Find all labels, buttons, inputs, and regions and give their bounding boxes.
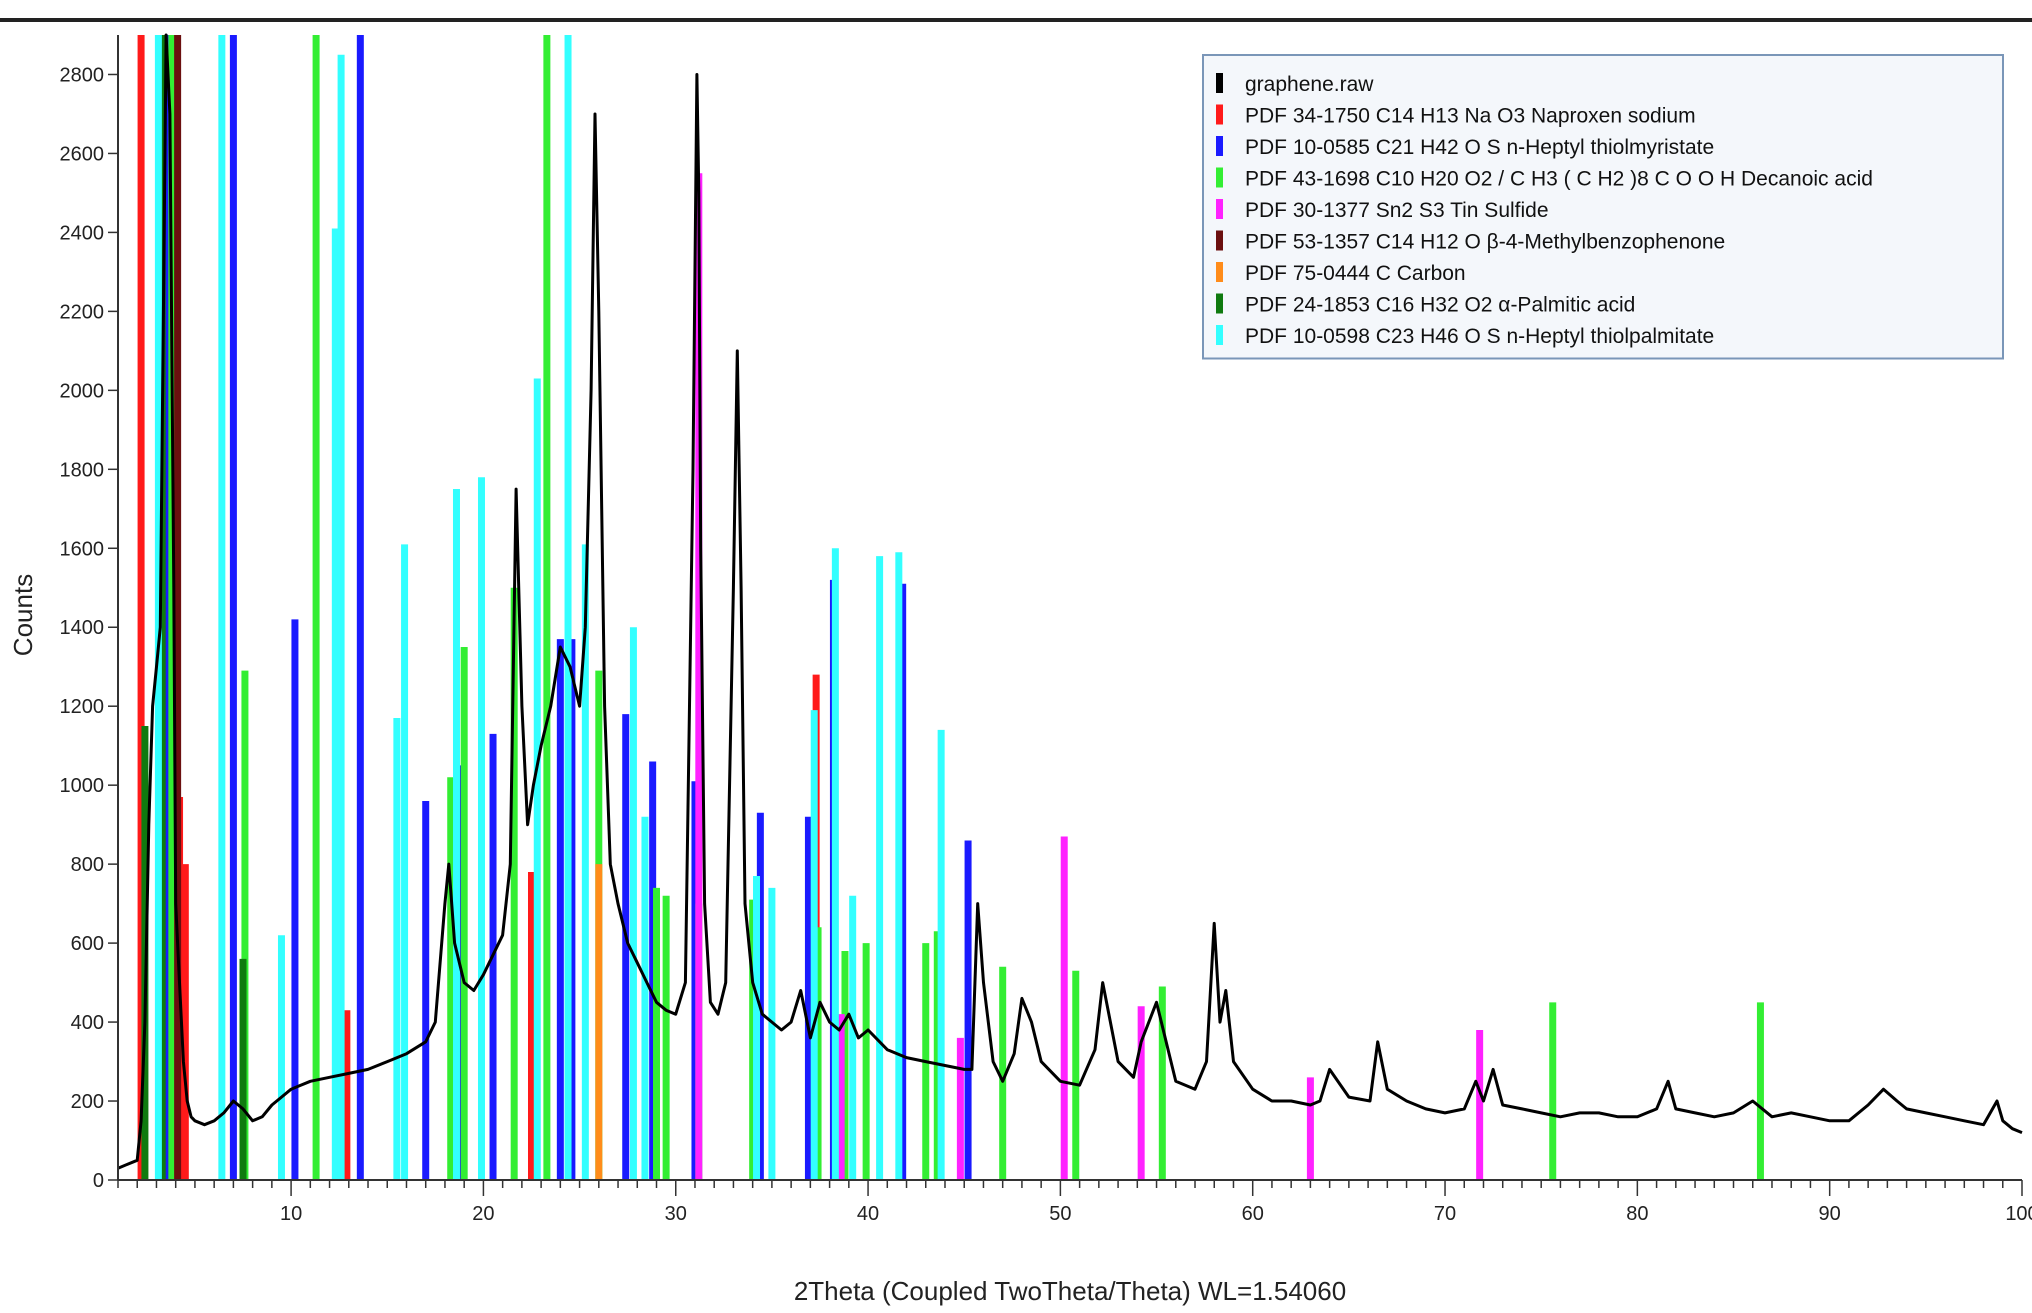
y-tick-label-600: 600 xyxy=(71,933,104,955)
y-tick-label-800: 800 xyxy=(71,854,104,876)
legend-label-0: graphene.raw xyxy=(1245,73,1374,96)
y-tick-label-1800: 1800 xyxy=(60,459,105,481)
legend-label-8: PDF 10-0598 C23 H46 O S n-Heptyl thiolpa… xyxy=(1245,325,1714,348)
x-tick-label-30: 30 xyxy=(665,1203,687,1225)
legend-swatch-2 xyxy=(1216,136,1223,156)
x-tick-label-50: 50 xyxy=(1049,1203,1071,1225)
y-tick-label-200: 200 xyxy=(71,1091,104,1113)
y-tick-label-2000: 2000 xyxy=(60,380,105,402)
y-tick-label-1000: 1000 xyxy=(60,775,105,797)
legend: graphene.raw PDF 34-1750 C14 H13 Na O3 Na… xyxy=(1202,54,2004,360)
legend-swatch-5 xyxy=(1216,230,1223,251)
legend-label-1: PDF 34-1750 C14 H13 Na O3 Naproxen sodiu… xyxy=(1245,105,1696,128)
legend-label-4: PDF 30-1377 Sn2 S3 Tin Sulfide xyxy=(1245,199,1549,222)
x-tick-label-10: 10 xyxy=(280,1203,302,1225)
x-tick-label-70: 70 xyxy=(1434,1203,1456,1225)
x-tick-label-60: 60 xyxy=(1242,1203,1264,1225)
legend-swatch-7 xyxy=(1216,293,1223,314)
y-tick-label-1600: 1600 xyxy=(60,538,105,560)
y-tick-label-2800: 2800 xyxy=(60,64,105,86)
legend-label-5: PDF 53-1357 C14 H12 O β-4-Methylbenzophe… xyxy=(1245,231,1725,254)
x-tick-label-100: 100 xyxy=(2005,1203,2032,1225)
legend-label-2: PDF 10-0585 C21 H42 O S n-Heptyl thiolmy… xyxy=(1245,136,1714,159)
x-axis-title: 2Theta (Coupled TwoTheta/Theta) WL=1.540… xyxy=(794,1276,1346,1306)
x-tick-label-90: 90 xyxy=(1819,1203,1841,1225)
legend-label-7: PDF 24-1853 C16 H32 O2 α-Palmitic acid xyxy=(1245,294,1635,317)
legend-swatch-4 xyxy=(1216,199,1223,219)
y-tick-label-2200: 2200 xyxy=(60,301,105,323)
y-tick-label-2600: 2600 xyxy=(60,143,105,165)
y-tick-label-1400: 1400 xyxy=(60,617,105,639)
legend-swatch-0 xyxy=(1216,73,1223,93)
y-axis-title: Counts xyxy=(8,574,38,656)
y-tick-label-2400: 2400 xyxy=(60,222,105,244)
y-tick-label-1200: 1200 xyxy=(60,696,105,718)
x-tick-label-20: 20 xyxy=(472,1203,494,1225)
legend-swatch-8 xyxy=(1216,325,1223,345)
legend-swatch-1 xyxy=(1216,104,1223,125)
legend-label-6: PDF 75-0444 C Carbon xyxy=(1245,262,1466,285)
y-tick-label-400: 400 xyxy=(71,1012,104,1034)
legend-swatch-6 xyxy=(1216,262,1223,282)
axes: 1020304050607080901000200400600800100012… xyxy=(60,35,2032,1225)
legend-label-3: PDF 43-1698 C10 H20 O2 / C H3 ( C H2 )8 … xyxy=(1245,168,1873,191)
series-line-0 xyxy=(117,33,2023,1170)
legend-box xyxy=(1202,54,2004,360)
x-tick-label-40: 40 xyxy=(857,1203,879,1225)
y-tick-label-0: 0 xyxy=(93,1170,104,1192)
x-tick-label-80: 80 xyxy=(1626,1203,1648,1225)
raw-pattern-layer xyxy=(117,33,2023,1170)
legend-swatch-3 xyxy=(1216,167,1223,188)
